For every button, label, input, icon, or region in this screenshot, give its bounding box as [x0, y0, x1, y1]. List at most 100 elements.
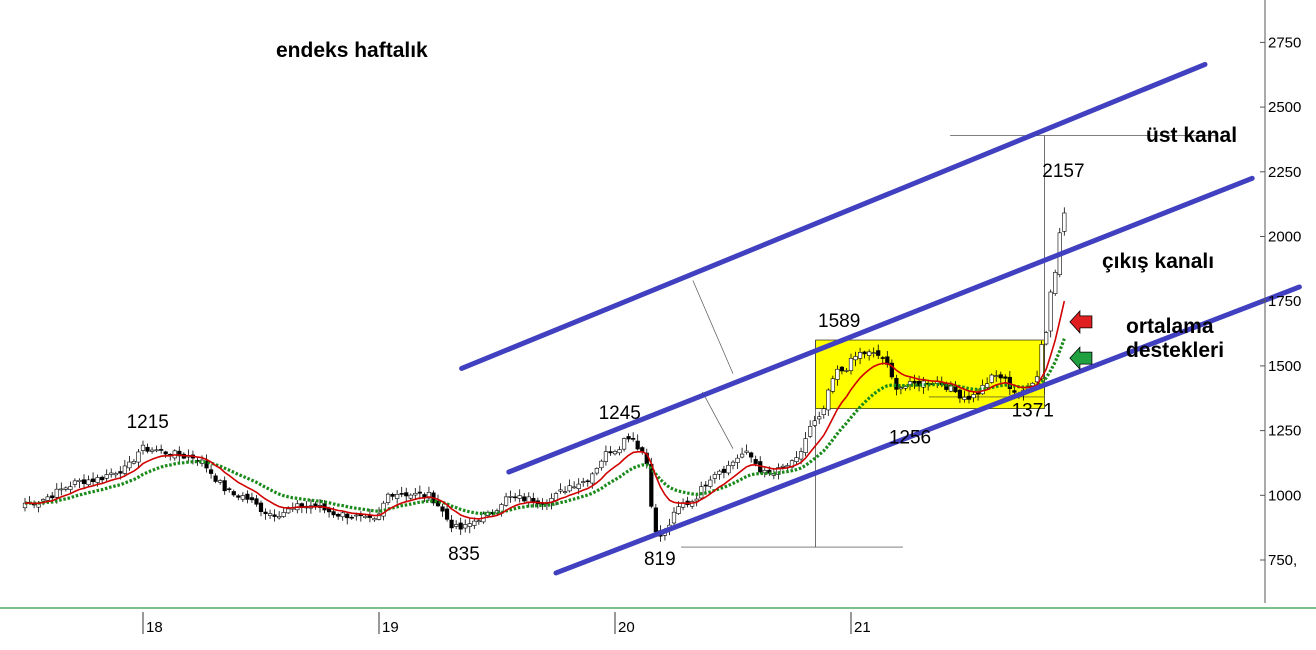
candle-body: [631, 438, 636, 440]
candle-body: [395, 493, 400, 499]
green-arrow-icon: [1069, 346, 1093, 371]
candle-body: [671, 511, 677, 524]
candle-body: [440, 506, 445, 512]
candle-body: [590, 473, 595, 484]
candle-body: [576, 483, 581, 489]
candle-body: [581, 481, 586, 483]
candle-body: [249, 497, 255, 501]
candle-body: [277, 516, 282, 519]
candle-body: [340, 512, 345, 518]
candle-body: [640, 447, 645, 452]
channel-line-3: [553, 284, 1302, 576]
candle-body: [812, 420, 817, 426]
candle-body: [826, 389, 831, 411]
candle-body: [467, 523, 472, 527]
candle-body: [1012, 390, 1017, 393]
candle-body: [95, 477, 100, 483]
candle-body: [962, 396, 967, 400]
candle-body: [159, 449, 164, 451]
candle-body: [213, 475, 218, 482]
candle-body: [889, 362, 894, 378]
candle-body: [245, 493, 250, 500]
value-annotation: 819: [644, 549, 676, 570]
ma-fast-line: [24, 300, 1066, 520]
candle-body: [63, 487, 68, 490]
candle-body: [1053, 272, 1058, 294]
candle-body: [404, 492, 409, 497]
candle-body: [735, 457, 740, 463]
channel-line-1: [459, 61, 1208, 371]
candle-body: [131, 461, 137, 464]
candle-body: [726, 464, 731, 474]
candle-body: [454, 524, 459, 527]
candle-body: [77, 479, 82, 482]
value-annotation: 1371: [1012, 400, 1054, 421]
candle-body: [998, 374, 1003, 379]
candle-body: [857, 352, 863, 359]
candle-body: [876, 350, 881, 356]
candle-body: [567, 485, 572, 492]
candle-body: [957, 389, 963, 399]
candle-body: [258, 502, 264, 513]
candle-body: [503, 496, 509, 506]
red-arrow-icon: [1069, 309, 1093, 334]
candle-body: [385, 493, 391, 503]
y-tick-label: 2250: [1268, 164, 1301, 181]
candle-body: [1034, 376, 1040, 383]
candle-body: [281, 512, 286, 517]
ma-support-label-1: ortalama: [1126, 315, 1214, 338]
candle-body: [653, 507, 658, 533]
value-annotation: 835: [448, 544, 480, 565]
candle-body: [853, 356, 858, 361]
candle-body: [721, 468, 727, 473]
candle-body: [558, 489, 563, 492]
candle-body: [621, 438, 627, 450]
upper-channel-label: üst kanal: [1146, 124, 1237, 147]
candle-body: [676, 506, 681, 514]
candle-body: [867, 351, 872, 356]
candle-body: [844, 370, 849, 372]
candle-body: [372, 518, 377, 521]
ma-support-label-2: destekleri: [1126, 339, 1224, 362]
candle-body: [254, 498, 259, 505]
candle-body: [140, 444, 146, 451]
candle-body: [808, 426, 813, 437]
annotations-layer: 1215 835 1245 819 1589 1256 1371 2157: [127, 161, 1085, 570]
channel-line-2: [506, 175, 1255, 475]
candle-body: [572, 486, 577, 489]
candle-body: [149, 449, 155, 452]
candle-body: [835, 368, 840, 380]
value-annotation: 1256: [889, 428, 931, 449]
candle-body: [136, 451, 141, 463]
candle-body: [848, 358, 854, 371]
candle-body: [985, 383, 990, 388]
candle-body: [1003, 376, 1008, 379]
candle-body: [231, 491, 236, 496]
candle-body: [363, 515, 368, 518]
candle-body: [617, 449, 622, 454]
candle-body: [762, 470, 767, 474]
channel-width-line-1: [692, 280, 734, 374]
channel-width-line-2: [702, 391, 734, 449]
candle-body: [240, 495, 245, 500]
candle-body: [612, 451, 618, 455]
candle-body: [127, 461, 132, 469]
x-tick-label: 20: [618, 619, 635, 636]
y-tick-label: 750,: [1268, 552, 1297, 569]
candle-body: [267, 513, 273, 516]
candle-body: [68, 486, 73, 490]
candle-body: [113, 473, 118, 476]
candle-body: [218, 480, 223, 483]
candle-body: [730, 461, 736, 466]
candle-body: [989, 374, 994, 383]
candle-body: [603, 451, 609, 462]
moving-averages-layer: [24, 300, 1066, 520]
candle-body: [444, 508, 450, 520]
candle-body: [912, 380, 917, 384]
candle-body: [744, 450, 749, 453]
candle-body: [994, 375, 999, 377]
candle-body: [90, 478, 96, 483]
candle-body: [390, 493, 395, 497]
candle-body: [422, 494, 427, 498]
candle-body: [227, 488, 232, 491]
